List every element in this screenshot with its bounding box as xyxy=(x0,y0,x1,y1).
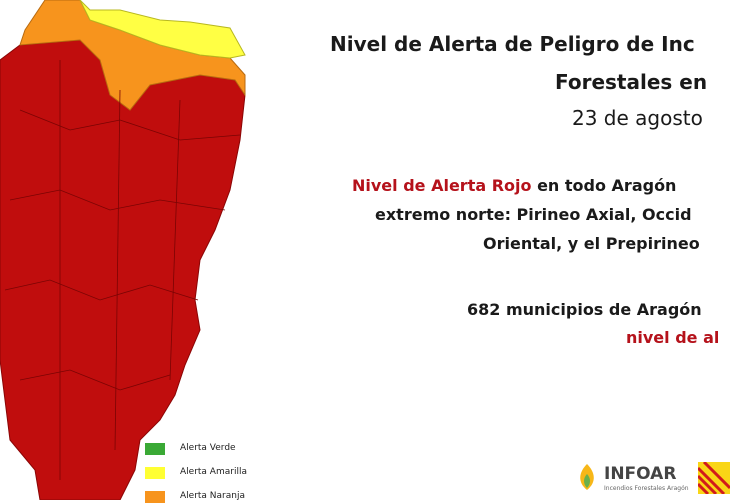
legend-swatch xyxy=(145,467,165,479)
alert-line2: extremo norte: Pirineo Axial, Occid xyxy=(375,205,692,224)
legend-label: Alerta Amarilla xyxy=(180,467,247,477)
title-line1: Nivel de Alerta de Peligro de Inc xyxy=(330,32,695,56)
red-zone xyxy=(0,39,246,500)
legend-label: Alerta Naranja xyxy=(180,491,245,501)
alert-line1: Nivel de Alerta Rojo en todo Aragón xyxy=(352,176,676,195)
title-line2: Forestales en xyxy=(555,70,708,94)
municipios-line2: nivel de al xyxy=(626,328,720,347)
aragon-flag xyxy=(698,462,730,494)
logo-subtitle: Incendios Forestales Aragón xyxy=(604,485,689,492)
legend-label: Alerta Verde xyxy=(180,443,236,453)
logo-name: INFOAR xyxy=(604,464,677,484)
yellow-zone xyxy=(79,0,246,59)
alert-rest: en todo Aragón xyxy=(531,176,677,195)
legend-swatch xyxy=(145,443,165,455)
alert-line3: Oriental, y el Prepirineo xyxy=(483,234,700,253)
date: 23 de agosto xyxy=(572,106,703,130)
leaf xyxy=(584,474,590,488)
county-borders xyxy=(4,60,241,480)
logo-icon xyxy=(580,464,594,490)
legend-swatch xyxy=(145,491,165,503)
alert-highlight: Nivel de Alerta Rojo xyxy=(352,176,532,195)
flag-stripes xyxy=(698,462,730,494)
aragon-map xyxy=(0,0,246,500)
municipios-line1: 682 municipios de Aragón xyxy=(467,300,702,319)
